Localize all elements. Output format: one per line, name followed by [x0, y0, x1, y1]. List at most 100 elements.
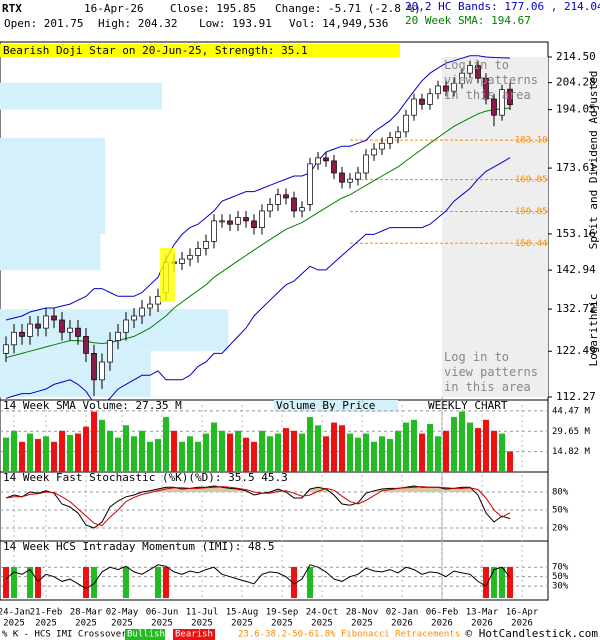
bullish-swatch: [125, 629, 165, 640]
volume-bar: [283, 428, 289, 472]
x-tick-year: 2026: [431, 619, 453, 629]
volume-bar: [99, 419, 105, 472]
volume-bar: [307, 417, 313, 472]
bullish-bar: [491, 567, 497, 598]
volume-bar: [59, 430, 65, 472]
candle-body: [315, 157, 321, 165]
bearish-bar: [163, 567, 169, 598]
main-layer: 183.10 169.85 159.85 150.44: [0, 55, 548, 400]
candle-body: [331, 160, 337, 174]
x-tick-label: 06-Feb: [426, 608, 459, 618]
vbp-bar: [0, 351, 151, 397]
volume-bar: [499, 433, 505, 472]
bullish-bar: [155, 567, 161, 598]
y-tick-label: 153.16: [556, 227, 596, 240]
candle-body: [307, 163, 313, 205]
volume-bar: [483, 419, 489, 472]
volume-bar: [427, 423, 433, 472]
y-tick-label: 80%: [552, 488, 569, 498]
volume-bar: [195, 441, 201, 472]
candle-body: [491, 98, 497, 116]
bullish-bar: [91, 567, 97, 598]
candle-body: [179, 258, 185, 264]
volume-bar: [123, 425, 129, 472]
candle-body: [43, 315, 49, 329]
x-tick-label: 13-Mar: [466, 608, 499, 618]
candle-body: [507, 88, 513, 106]
volume-bar: [347, 433, 353, 472]
candle-body: [75, 327, 81, 337]
login-top[interactable]: Log in to view patterns in this area: [444, 58, 538, 102]
y-tick-label: 112.27: [556, 390, 596, 403]
candle-body: [483, 77, 489, 100]
bearish-swatch: [173, 629, 215, 640]
x-tick-year: 2026: [511, 619, 533, 629]
volume-bar: [507, 451, 513, 472]
x-tick-year: 2026: [391, 619, 413, 629]
volume-bar: [171, 430, 177, 472]
candle-body: [203, 241, 209, 249]
candle-body: [499, 89, 505, 116]
vbp-bar: [0, 168, 106, 200]
symbol: RTX: [2, 2, 22, 15]
candle-body: [3, 344, 9, 354]
bearish-label: Bearish: [175, 630, 213, 640]
x-tick-label: 06-Jun: [146, 608, 179, 618]
y-tick-label: 70%: [552, 563, 569, 573]
vbp-bar: [0, 309, 229, 352]
volume-bar: [339, 425, 345, 472]
volume-bar: [331, 422, 337, 472]
candle-body: [99, 361, 105, 381]
candle-body: [27, 323, 33, 337]
candle-body: [299, 207, 305, 212]
x-tick-label: 16-Apr: [506, 608, 539, 618]
y-tick-label: 20%: [552, 524, 569, 534]
candle-body: [91, 353, 97, 381]
candle-body: [475, 65, 481, 79]
fib-label: 159.85: [515, 207, 548, 217]
bullish-label: Bullish: [127, 630, 165, 640]
candle-body: [419, 98, 425, 105]
y-tick-label: 122.49: [556, 344, 596, 357]
bearish-bar: [507, 567, 513, 598]
y-tick-label: 50%: [552, 572, 569, 582]
bands-label: 20,2 HC Bands: 177.06 , 214.04: [405, 0, 600, 13]
volume-bar: [27, 433, 33, 472]
volume-bar: [411, 419, 417, 472]
candle-body: [155, 295, 161, 305]
y-tick-label: 30%: [552, 582, 569, 592]
pattern-banner: [0, 44, 400, 57]
volume-bar: [131, 436, 137, 472]
candle-body: [251, 220, 257, 228]
panel-title: 14 Week Fast Stochastic (%K)(%D): 35.5 4…: [3, 471, 288, 484]
volume-bar: [115, 437, 121, 472]
x-tick-label: 02-May: [106, 608, 139, 618]
candle-body: [187, 255, 193, 260]
candle-body: [11, 331, 17, 346]
volume-bar: [251, 441, 257, 472]
x-tick-label: 21-Feb: [30, 608, 63, 618]
x-tick-year: 2025: [231, 619, 253, 629]
open: Open: 201.75: [4, 17, 83, 30]
bullish-bar: [11, 567, 17, 598]
candle-body: [355, 172, 361, 180]
bearish-bar: [483, 567, 489, 598]
bearish-bar: [291, 567, 297, 598]
panel-title: 14 Week HCS Intraday Momentum (IMI): 48.…: [3, 540, 275, 553]
vbp-title: Volume By Price: [276, 399, 375, 412]
candle-body: [427, 93, 433, 105]
login-bottom-box: Log in to view patterns in this area: [444, 350, 538, 394]
volume-bar: [443, 430, 449, 472]
login-bottom[interactable]: Log in to view patterns in this area: [444, 350, 538, 394]
y-tick-label: 142.94: [556, 263, 596, 276]
x-tick-label: 11-Jul: [186, 608, 219, 618]
x-tick-year: 2025: [3, 619, 25, 629]
candle-body: [147, 303, 153, 309]
x-tick-year: 2026: [471, 619, 493, 629]
x-tick-label: 15-Aug: [226, 608, 259, 618]
x-tick-label: 19-Sep: [266, 608, 299, 618]
bearish-bar: [83, 567, 89, 598]
volume-bar: [43, 436, 49, 472]
x-tick-year: 2025: [351, 619, 373, 629]
